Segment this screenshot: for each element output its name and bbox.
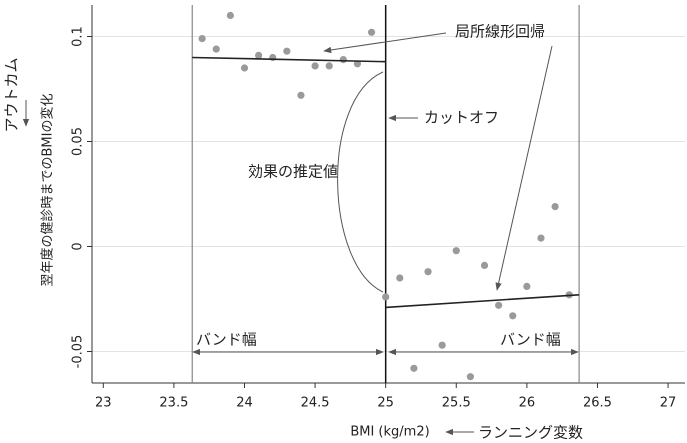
fit-line [192, 56, 386, 63]
x-tick-label: 27 [660, 396, 677, 411]
point [226, 11, 234, 20]
y-tick-label: 0.05 [71, 127, 86, 156]
fit-line [385, 294, 580, 309]
point [240, 64, 249, 72]
y-axis-note: アウトカム [3, 57, 21, 132]
x-tick-label: 24 [236, 396, 253, 411]
x-tick-label: 23.5 [159, 396, 188, 411]
annotation: 局所線形回帰 [455, 23, 545, 41]
x-tick-label: 24.5 [301, 396, 330, 411]
annotation: カットオフ [424, 109, 499, 127]
point [297, 91, 305, 99]
point [466, 373, 474, 381]
x-tick-label: 25.5 [442, 396, 471, 411]
point [438, 341, 446, 349]
y-tick-label: 0 [71, 242, 86, 250]
point [212, 45, 220, 53]
point [509, 312, 517, 320]
point [396, 274, 404, 282]
point [367, 28, 376, 36]
bracket [337, 71, 384, 293]
arrow [323, 32, 447, 54]
point [537, 234, 545, 242]
x-tick-label: 26.5 [583, 396, 612, 411]
x-tick-label: 26 [519, 396, 536, 411]
x-axis-note: ランニング変数 [478, 424, 583, 442]
annotation: 効果の推定値 [248, 163, 338, 181]
y-tick-label: -0.05 [71, 335, 86, 369]
point [311, 62, 319, 70]
point [495, 301, 503, 309]
point [353, 60, 362, 68]
point [198, 35, 206, 43]
y-tick-label: 0.1 [71, 26, 86, 47]
point [410, 364, 418, 372]
annotation: バンド幅 [500, 331, 561, 349]
x-axis-title: BMI (kg/m2) [350, 425, 429, 440]
point [339, 56, 347, 64]
point [452, 247, 460, 255]
point [382, 293, 390, 301]
point [325, 62, 333, 70]
annotation: バンド幅 [196, 331, 257, 349]
point [424, 268, 432, 276]
arrow [495, 45, 553, 291]
x-tick-label: 25 [377, 396, 394, 411]
point [480, 261, 489, 269]
point [283, 47, 291, 55]
point [551, 203, 559, 211]
x-tick-label: 23 [95, 396, 112, 411]
point [255, 51, 263, 60]
y-axis-title: 翌年度の健診時までのBMIの変化 [40, 94, 56, 287]
point [523, 282, 531, 290]
